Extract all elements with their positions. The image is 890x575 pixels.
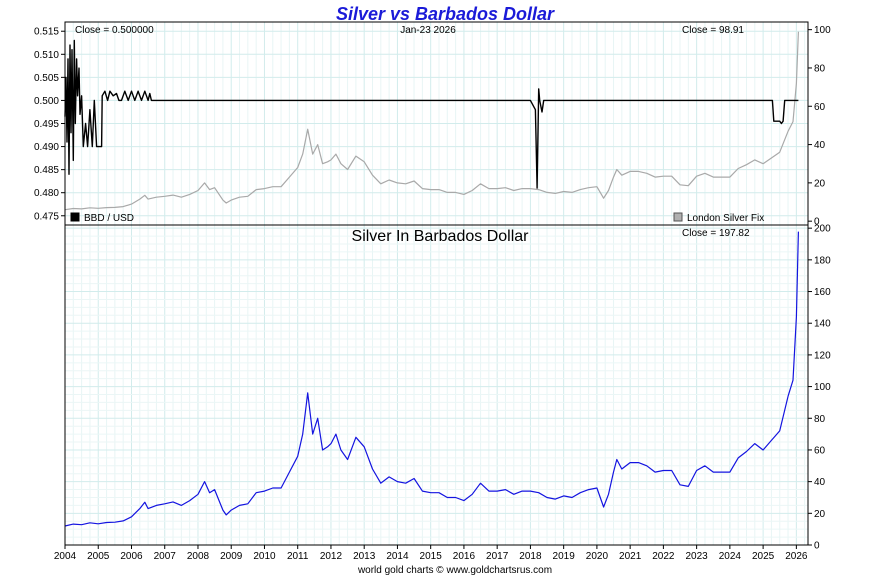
y-tick-left: 0.515 (34, 27, 59, 38)
x-tick-label: 2012 (320, 551, 343, 562)
series-line-silver-in-bbd (64, 231, 799, 527)
y-tick-right-bottom: 80 (814, 414, 826, 425)
y-tick-left: 0.490 (34, 142, 59, 153)
legend-swatch-silver-fix (673, 212, 683, 222)
x-tick-label: 2011 (287, 551, 309, 562)
x-tick-label: 2014 (386, 551, 409, 562)
y-tick-right-bottom: 100 (814, 382, 831, 393)
y-tick-right: 20 (814, 178, 826, 189)
footer-credit: world gold charts © www.goldchartsrus.co… (357, 565, 552, 575)
x-tick-label: 2015 (420, 551, 443, 562)
date-label: Jan-23 2026 (400, 25, 456, 36)
x-tick-label: 2018 (519, 551, 542, 562)
x-tick-label: 2006 (120, 551, 143, 562)
legend-label-bbd-usd: BBD / USD (84, 213, 134, 224)
x-tick-label: 2017 (486, 551, 509, 562)
series-line-london-silver-fix (64, 31, 799, 211)
x-tick-label: 2025 (752, 551, 775, 562)
y-tick-left: 0.475 (34, 211, 59, 222)
legend-label-silver-fix: London Silver Fix (687, 213, 764, 224)
y-tick-left: 0.495 (34, 119, 59, 130)
bbd-close-label: Close = 0.500000 (75, 25, 154, 36)
bottom-close-label: Close = 197.82 (682, 228, 750, 239)
silver-close-label: Close = 98.91 (682, 25, 744, 36)
y-tick-right-bottom: 40 (814, 477, 826, 488)
bottom-panel-title: Silver In Barbados Dollar (352, 228, 530, 245)
y-tick-left: 0.500 (34, 96, 59, 107)
x-tick-label: 2008 (187, 551, 210, 562)
y-tick-left: 0.480 (34, 188, 59, 199)
top-panel-grid (64, 22, 808, 225)
x-tick-label: 2005 (87, 551, 110, 562)
x-tick-label: 2010 (253, 551, 276, 562)
y-tick-right-bottom: 20 (814, 509, 826, 520)
y-tick-right-bottom: 120 (814, 350, 831, 361)
chart-title: Silver vs Barbados Dollar (336, 4, 555, 24)
y-tick-right-bottom: 200 (814, 224, 831, 235)
x-tick-label: 2023 (686, 551, 709, 562)
x-tick-label: 2021 (619, 551, 642, 562)
y-tick-right-bottom: 0 (814, 541, 820, 552)
bottom-panel-grid (64, 225, 808, 545)
x-tick-label: 2009 (220, 551, 243, 562)
y-tick-right: 0 (814, 217, 820, 228)
x-tick-label: 2004 (54, 551, 77, 562)
legend-swatch-bbd-usd (70, 212, 80, 222)
y-tick-right: 60 (814, 102, 826, 113)
bottom-panel-series (64, 231, 799, 527)
x-tick-label: 2013 (353, 551, 376, 562)
y-tick-right-bottom: 160 (814, 287, 831, 298)
x-tick-label: 2019 (553, 551, 576, 562)
y-tick-left: 0.485 (34, 165, 59, 176)
y-tick-right: 40 (814, 140, 826, 151)
y-tick-right-bottom: 180 (814, 255, 831, 266)
y-tick-right: 80 (814, 63, 826, 74)
x-tick-label: 2024 (719, 551, 742, 562)
x-tick-label: 2016 (453, 551, 476, 562)
y-tick-left: 0.505 (34, 73, 59, 84)
x-tick-label: 2007 (154, 551, 177, 562)
bottom-panel-frame (64, 224, 809, 546)
y-tick-right-bottom: 60 (814, 445, 826, 456)
series-line-bbd-usd (64, 39, 799, 189)
y-tick-left: 0.510 (34, 50, 59, 61)
y-tick-right-bottom: 140 (814, 319, 831, 330)
top-panel-series (64, 31, 799, 211)
x-tick-label: 2026 (785, 551, 808, 562)
x-tick-label: 2020 (586, 551, 609, 562)
tick-labels: 0.475 0.480 0.485 0.490 0.495 0.500 0.505 0.510… (34, 25, 831, 562)
y-tick-right: 100 (814, 25, 831, 36)
x-tick-label: 2022 (652, 551, 675, 562)
